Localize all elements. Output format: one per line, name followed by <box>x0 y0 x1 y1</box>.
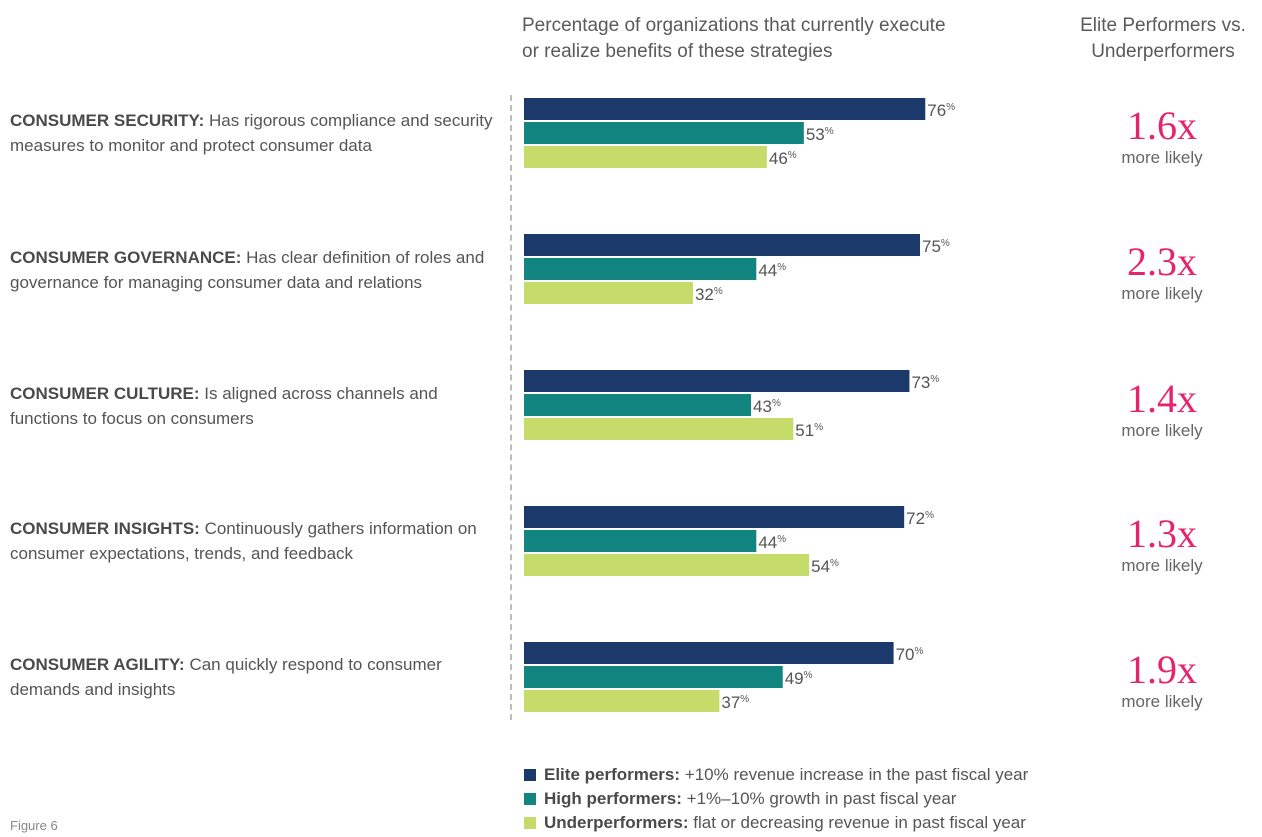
bar-elite-1 <box>524 98 926 120</box>
ratio-note: more likely <box>1121 692 1203 711</box>
bar-label-under-2: 32% <box>695 285 723 304</box>
ratio-agility: 1.9x more likely <box>1092 650 1232 714</box>
row-title: CONSUMER SECURITY: <box>10 111 205 130</box>
bar-high-2 <box>524 258 757 280</box>
legend-swatch <box>524 769 536 781</box>
ratio-value: 1.3x <box>1127 511 1197 556</box>
bar-under-5 <box>524 690 720 712</box>
bar-label-under-1: 46% <box>769 149 797 168</box>
axis-line <box>510 95 512 720</box>
ratio-note: more likely <box>1121 421 1203 440</box>
bar-elite-5 <box>524 642 894 664</box>
bar-label-under-3: 51% <box>795 421 823 440</box>
legend-swatch <box>524 793 536 805</box>
bar-under-1 <box>524 146 767 168</box>
bar-label-elite-2: 75% <box>922 237 950 256</box>
legend-label: Underperformers: <box>544 813 689 832</box>
ratio-insights: 1.3x more likely <box>1092 514 1232 578</box>
bar-label-elite-1: 76% <box>927 101 955 120</box>
bar-under-2 <box>524 282 693 304</box>
legend-text: +10% revenue increase in the past fiscal… <box>684 765 1029 784</box>
ratio-note: more likely <box>1121 556 1203 575</box>
bar-under-3 <box>524 418 794 440</box>
bar-label-high-2: 44% <box>758 261 786 280</box>
legend-label: Elite performers: <box>544 765 681 784</box>
legend-item-high: High performers: +1%–10% growth in past … <box>524 788 956 810</box>
row-desc: Has clear definition of roles and govern… <box>10 248 485 292</box>
bar-label-under-5: 37% <box>721 693 749 712</box>
row-title: CONSUMER CULTURE: <box>10 384 200 403</box>
bar-elite-2 <box>524 234 920 256</box>
legend-label: High performers: <box>544 789 682 808</box>
bar-elite-3 <box>524 370 910 392</box>
bar-high-5 <box>524 666 783 688</box>
chart-header-line1: Percentage of organizations that current… <box>522 15 946 36</box>
row-label-culture: CONSUMER CULTURE: Is aligned across chan… <box>10 381 500 431</box>
ratio-governance: 2.3x more likely <box>1092 242 1232 306</box>
chart-header-line2: or realize benefits of these strategies <box>522 41 833 62</box>
ratio-security: 1.6x more likely <box>1092 106 1232 170</box>
ratio-value: 1.4x <box>1127 376 1197 421</box>
legend-swatch <box>524 817 536 829</box>
comparison-header-line2: Underperformers <box>1091 41 1235 62</box>
bar-label-high-3: 43% <box>753 397 781 416</box>
bar-elite-4 <box>524 506 905 528</box>
row-title: CONSUMER GOVERNANCE: <box>10 248 242 267</box>
figure-label: Figure 6 <box>10 818 58 833</box>
bar-high-1 <box>524 122 804 144</box>
row-label-insights: CONSUMER INSIGHTS: Continuously gathers … <box>10 516 500 566</box>
legend-item-under: Underperformers: flat or decreasing reve… <box>524 812 1026 834</box>
ratio-note: more likely <box>1121 148 1203 167</box>
row-label-agility: CONSUMER AGILITY: Can quickly respond to… <box>10 652 500 702</box>
row-label-security: CONSUMER SECURITY: Has rigorous complian… <box>10 108 500 158</box>
row-title: CONSUMER AGILITY: <box>10 655 185 674</box>
row-desc: Is aligned across channels and functions… <box>10 384 438 428</box>
bar-high-3 <box>524 394 752 416</box>
row-title: CONSUMER INSIGHTS: <box>10 519 200 538</box>
bar-label-elite-5: 70% <box>896 645 924 664</box>
bar-label-high-5: 49% <box>785 669 813 688</box>
bar-label-high-4: 44% <box>758 533 786 552</box>
ratio-culture: 1.4x more likely <box>1092 379 1232 443</box>
legend-text: +1%–10% growth in past fiscal year <box>686 789 957 808</box>
ratio-value: 1.9x <box>1127 647 1197 692</box>
ratio-value: 2.3x <box>1127 239 1197 284</box>
bar-label-elite-4: 72% <box>906 509 934 528</box>
row-desc: Can quickly respond to consumer demands … <box>10 655 442 699</box>
bar-label-high-1: 53% <box>806 125 834 144</box>
bar-under-4 <box>524 554 810 576</box>
chart-header: Percentage of organizations that current… <box>522 13 1002 65</box>
row-label-governance: CONSUMER GOVERNANCE: Has clear definitio… <box>10 245 500 295</box>
comparison-header: Elite Performers vs. Underperformers <box>1068 13 1258 65</box>
legend-text: flat or decreasing revenue in past fisca… <box>693 813 1026 832</box>
bar-label-under-4: 54% <box>811 557 839 576</box>
legend-item-elite: Elite performers: +10% revenue increase … <box>524 764 1028 786</box>
row-desc: Continuously gathers information on cons… <box>10 519 477 563</box>
ratio-note: more likely <box>1121 284 1203 303</box>
row-desc: Has rigorous compliance and security mea… <box>10 111 493 155</box>
bar-label-elite-3: 73% <box>911 373 939 392</box>
ratio-value: 1.6x <box>1127 103 1197 148</box>
bar-high-4 <box>524 530 757 552</box>
comparison-header-line1: Elite Performers vs. <box>1080 15 1246 36</box>
